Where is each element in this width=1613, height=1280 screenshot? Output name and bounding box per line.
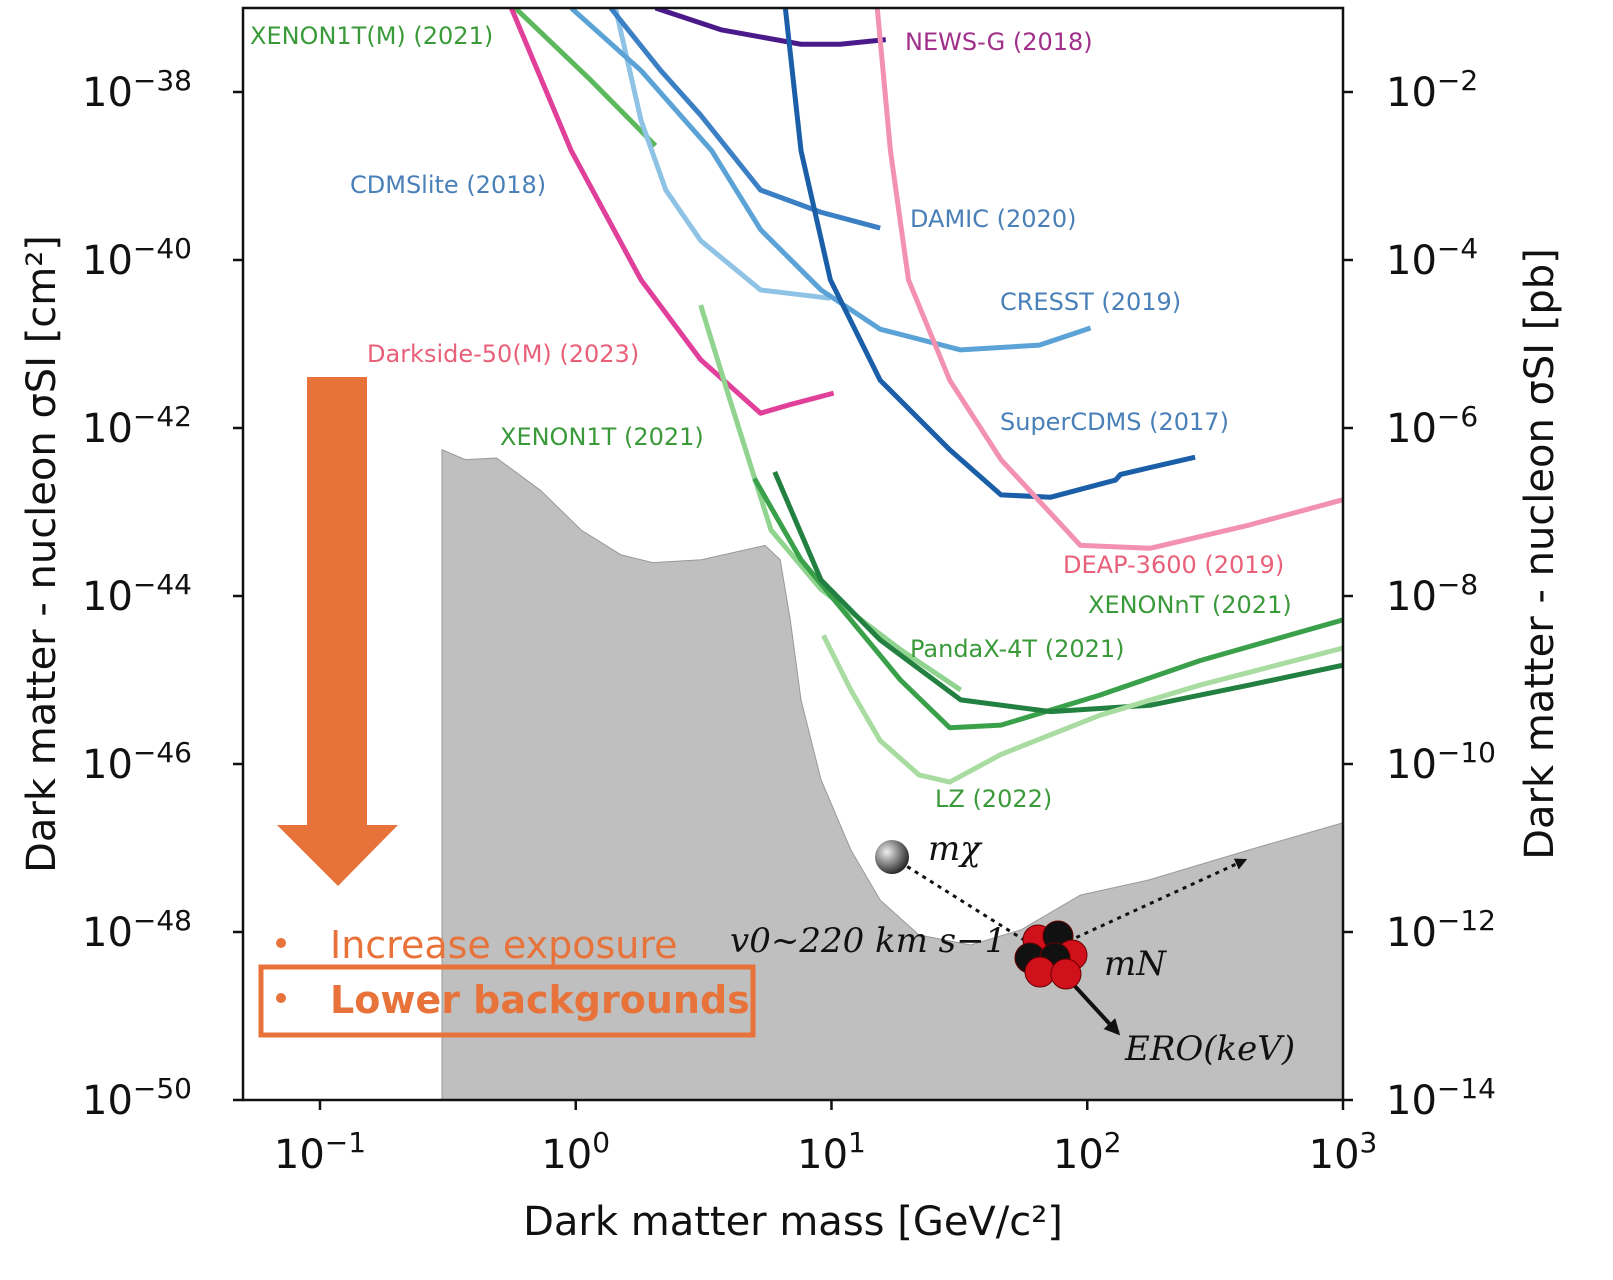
arrow-head xyxy=(277,825,398,886)
limit-curve xyxy=(513,8,658,148)
limit-curve xyxy=(698,304,963,693)
curve-label: SuperCDMS (2017) xyxy=(1000,408,1229,436)
curve-label: XENONnT (2021) xyxy=(1088,591,1292,619)
curve-label: DEAP-3600 (2019) xyxy=(1063,551,1284,579)
curve-label: CRESST (2019) xyxy=(1000,288,1181,316)
x-tick-label: 101 xyxy=(797,1126,866,1178)
limit-curve xyxy=(752,477,1343,731)
curve-label: XENON1T(M) (2021) xyxy=(250,22,493,50)
y-tick-label: 10−44 xyxy=(82,568,192,620)
y-axis-title: Dark matter - nucleon σSI [cm²] xyxy=(19,235,65,873)
limit-curve xyxy=(772,470,1343,715)
curve-label: LZ (2022) xyxy=(935,785,1052,813)
area-layer xyxy=(441,449,1343,1100)
limit-curve xyxy=(782,8,1196,500)
arrow-shaft xyxy=(307,377,367,827)
exclusion-area xyxy=(441,449,1343,1100)
incoming-path xyxy=(891,855,1041,952)
bullet-dot xyxy=(276,993,286,1003)
y2-tick-label: 10−10 xyxy=(1386,736,1496,788)
plot-frame xyxy=(241,6,1345,1102)
y-tick-label: 10−38 xyxy=(82,64,192,116)
line-layer xyxy=(509,8,1343,785)
bullet-text: Increase exposure xyxy=(330,923,678,967)
diagram-label: v0~220 km s−1 xyxy=(730,921,1006,961)
bullet-text: Lower backgrounds xyxy=(330,978,750,1022)
limit-curve xyxy=(608,8,881,231)
highlight-box xyxy=(258,964,756,1038)
x-axis-title: Dark matter mass [GeV/c²] xyxy=(523,1199,1063,1245)
x-tick-label: 102 xyxy=(1053,1126,1122,1178)
x-tick-label: 103 xyxy=(1309,1126,1378,1178)
limit-curve xyxy=(874,8,1343,551)
y-tick-label: 10−50 xyxy=(82,1072,192,1124)
limit-curve xyxy=(569,8,1092,353)
y2-tick-label: 10−8 xyxy=(1386,568,1478,620)
diagram-label: ERO(keV) xyxy=(1124,1029,1295,1069)
y-tick-label: 10−40 xyxy=(82,232,192,284)
curve-label: CDMSlite (2018) xyxy=(350,171,546,199)
y-tick-label: 10−42 xyxy=(82,400,192,452)
limit-curve xyxy=(509,8,835,416)
y-tick-label: 10−46 xyxy=(82,736,192,788)
outgoing-path xyxy=(1059,858,1248,947)
curve-label: XENON1T (2021) xyxy=(500,423,704,451)
x-tick-label: 10−1 xyxy=(274,1126,366,1178)
y2-tick-label: 10−6 xyxy=(1386,400,1478,452)
bullet-dot xyxy=(276,938,286,948)
limit-curve xyxy=(654,8,887,47)
diagram-label: mχ xyxy=(928,829,983,869)
y2-axis-title: Dark matter - nucleon σSI [pb] xyxy=(1517,248,1563,860)
limit-curve xyxy=(821,634,1343,785)
x-tick-label: 100 xyxy=(541,1126,610,1178)
nucleus xyxy=(1014,920,1088,990)
curve-label: NEWS-G (2018) xyxy=(905,28,1093,56)
y2-tick-label: 10−2 xyxy=(1386,64,1478,116)
curve-label: PandaX-4T (2021) xyxy=(910,635,1125,663)
limit-curve xyxy=(613,8,831,301)
curve-label: Darkside-50(M) (2023) xyxy=(367,340,639,368)
diagram-label: mN xyxy=(1104,944,1167,984)
dm-particle xyxy=(875,840,909,874)
y-tick-label: 10−48 xyxy=(82,904,192,956)
curve-label: DAMIC (2020) xyxy=(910,205,1076,233)
y2-tick-label: 10−14 xyxy=(1386,1072,1496,1124)
y2-tick-label: 10−12 xyxy=(1386,904,1496,956)
y2-tick-label: 10−4 xyxy=(1386,232,1478,284)
